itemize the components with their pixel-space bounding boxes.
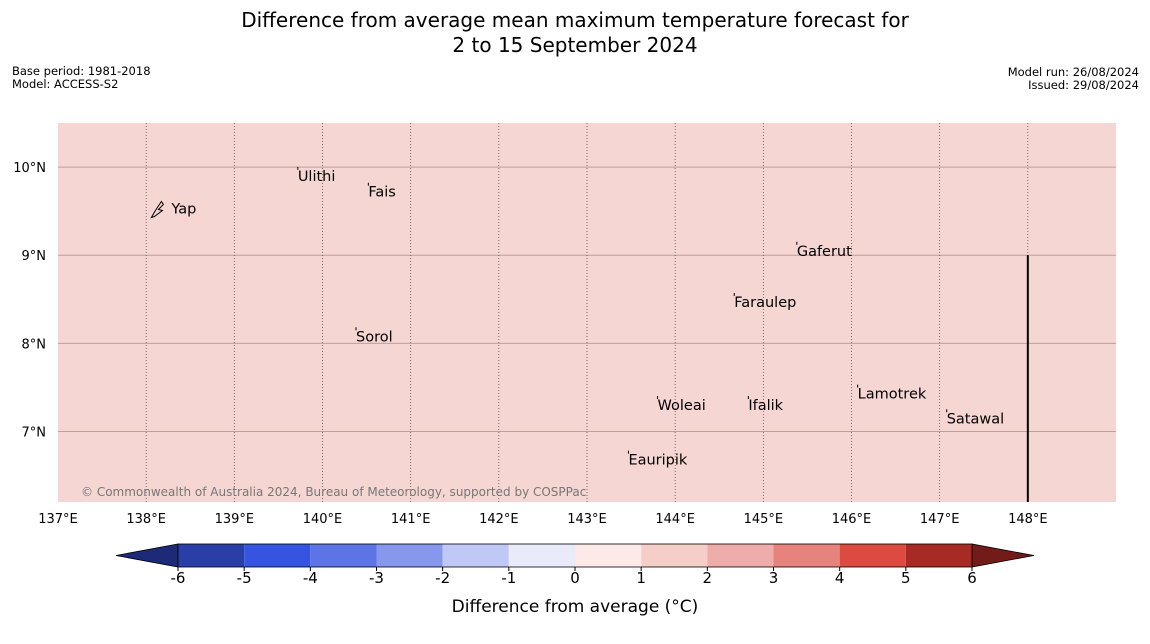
model-text: Model: ACCESS-S2: [12, 77, 119, 91]
lat-tick-label: 10°N: [13, 161, 46, 176]
lon-tick-label: 138°E: [126, 512, 166, 527]
lon-tick-label: 145°E: [744, 512, 784, 527]
lon-tick-label: 143°E: [567, 512, 607, 527]
lon-tick-label: 140°E: [303, 512, 343, 527]
colorbar-segment: [508, 544, 575, 567]
colorbar-tick-label: 0: [570, 569, 580, 587]
lon-tick-label: 137°E: [38, 512, 78, 527]
colorbar-segment: [905, 544, 972, 567]
lat-tick-label: 9°N: [22, 249, 47, 264]
place-label: Ifalik: [748, 398, 783, 414]
colorbar-segment: [244, 544, 311, 567]
base-period-text: Base period: 1981-2018: [12, 64, 151, 78]
meta-right: Model run: 26/08/2024 Issued: 29/08/2024: [1008, 66, 1139, 92]
colorbar-tick-label: 2: [703, 569, 713, 587]
colorbar-segment: [376, 544, 443, 567]
lat-tick-label: 8°N: [22, 337, 47, 352]
colorbar-segment: [575, 544, 642, 567]
place-label: Fais: [368, 185, 395, 201]
meta-left: Base period: 1981-2018 Model: ACCESS-S2: [12, 65, 151, 91]
colorbar-tick-label: 1: [636, 569, 646, 587]
colorbar-segment: [310, 544, 377, 567]
title-line-1: Difference from average mean maximum tem…: [241, 8, 909, 32]
lon-tick-label: 141°E: [391, 512, 431, 527]
place-label: Lamotrek: [858, 387, 927, 403]
place-label: Satawal: [947, 411, 1004, 427]
colorbar-segment: [641, 544, 708, 567]
issued-text: Issued: 29/08/2024: [1028, 78, 1139, 92]
place-label: Yap: [170, 201, 196, 217]
colorbar-under-arrow: [115, 543, 179, 568]
place-label: Ulithi: [298, 169, 336, 185]
place-label: Eauripik: [628, 453, 687, 469]
lon-tick-label: 147°E: [920, 512, 960, 527]
lat-tick-label: 7°N: [22, 425, 47, 440]
lon-tick-label: 144°E: [655, 512, 695, 527]
lon-tick-label: 146°E: [832, 512, 872, 527]
lon-tick-label: 142°E: [479, 512, 519, 527]
colorbar-tick-label: 6: [967, 569, 977, 587]
colorbar-tick-label: -3: [369, 569, 384, 587]
model-run-text: Model run: 26/08/2024: [1007, 65, 1139, 79]
colorbar-tick-label: -2: [435, 569, 450, 587]
place-label: Gaferut: [797, 244, 852, 260]
colorbar-over-arrow: [971, 543, 1035, 568]
colorbar-segment: [839, 544, 906, 567]
place-label: Faraulep: [734, 295, 796, 311]
colorbar-tick-label: -1: [501, 569, 516, 587]
colorbar-tick-label: 4: [835, 569, 845, 587]
colorbar-segment: [773, 544, 840, 567]
chart-title: Difference from average mean maximum tem…: [0, 8, 1150, 58]
colorbar-tick-label: -6: [171, 569, 186, 587]
place-label: Sorol: [356, 329, 393, 345]
colorbar-tick-label: 3: [769, 569, 779, 587]
colorbar-segment: [178, 544, 245, 567]
title-line-2: 2 to 15 September 2024: [452, 33, 698, 57]
lon-tick-label: 148°E: [1008, 512, 1048, 527]
colorbar-tick-label: -4: [303, 569, 318, 587]
yap-island-outline: [150, 200, 165, 219]
colorbar-label: Difference from average (°C): [452, 597, 699, 617]
colorbar-tick-label: 5: [901, 569, 911, 587]
copyright-text: © Commonwealth of Australia 2024, Bureau…: [81, 485, 586, 499]
colorbar-segment: [707, 544, 774, 567]
colorbar-tick-label: -5: [237, 569, 252, 587]
place-label: Woleai: [658, 398, 706, 414]
lon-tick-label: 139°E: [215, 512, 255, 527]
colorbar-segment: [442, 544, 509, 567]
